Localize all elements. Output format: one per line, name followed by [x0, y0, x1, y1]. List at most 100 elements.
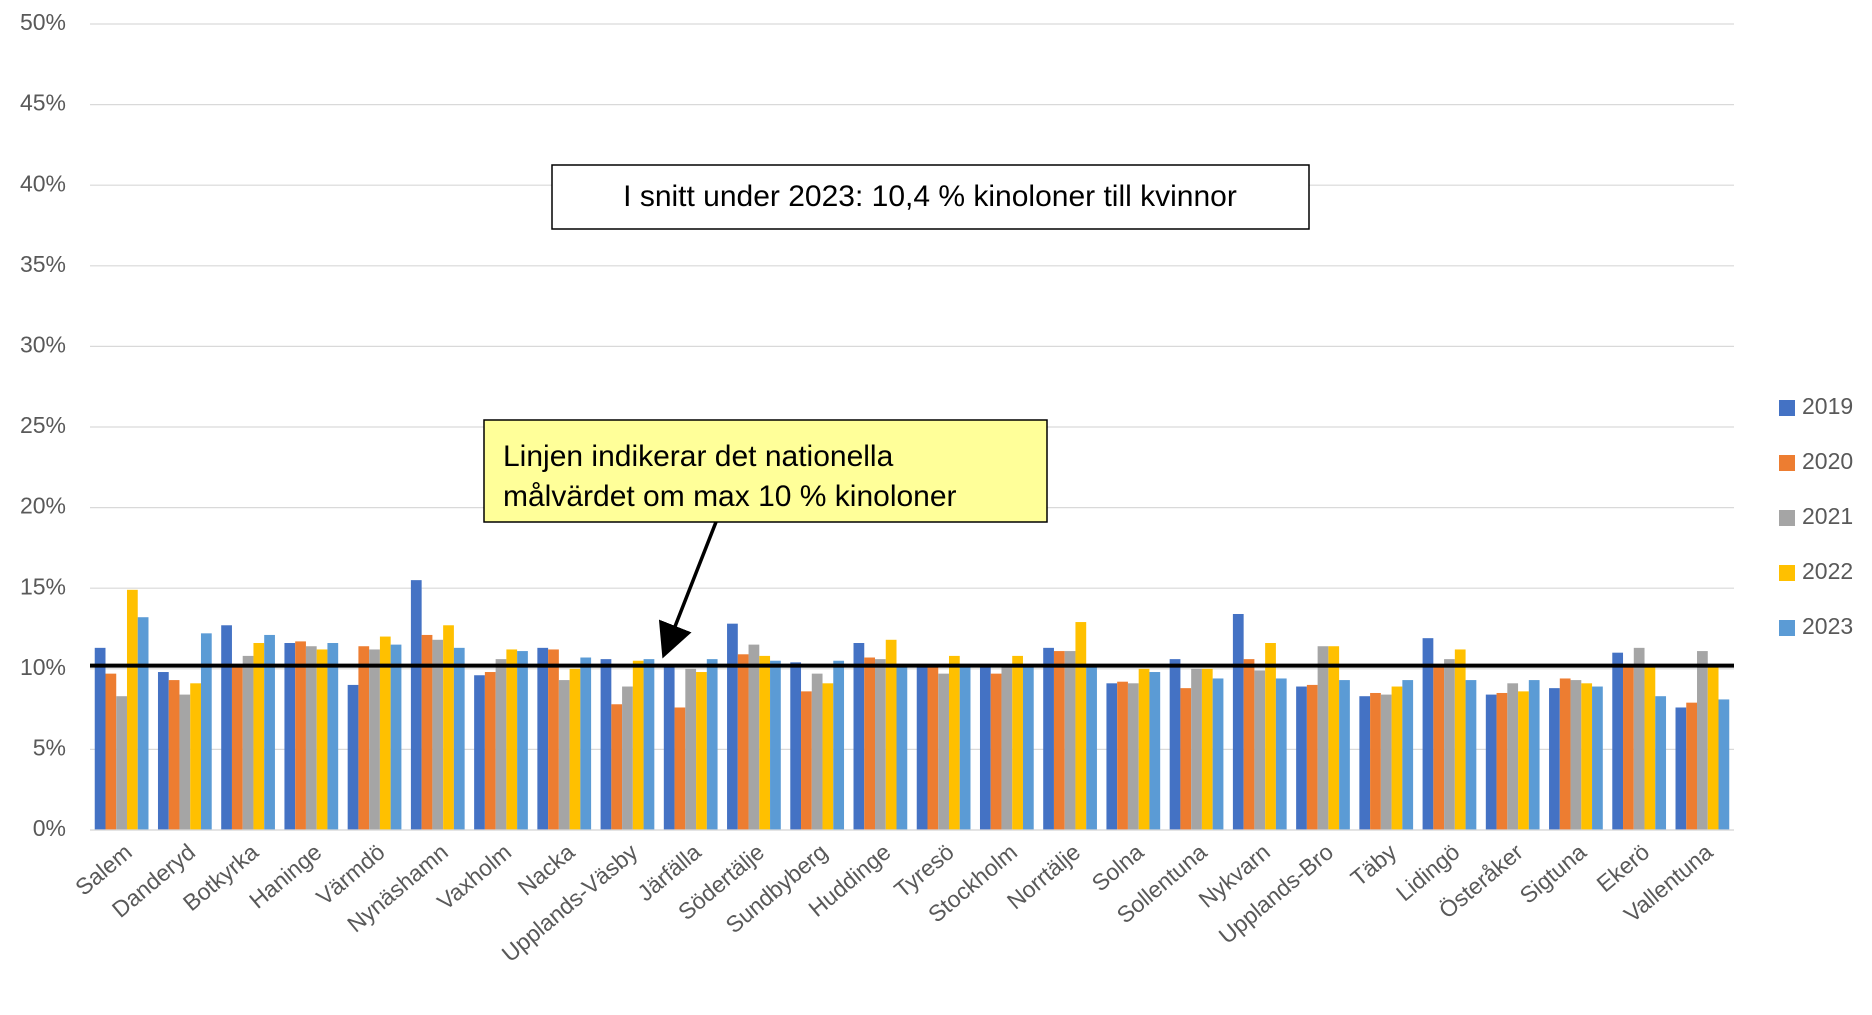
bar [622, 686, 633, 830]
y-tick-label: 5% [33, 734, 66, 760]
legend-label: 2023 [1802, 613, 1853, 639]
bar [727, 623, 738, 830]
bar [1075, 622, 1087, 830]
bar [1086, 665, 1097, 830]
bar [875, 659, 886, 830]
bar [1655, 696, 1667, 830]
bar [948, 655, 960, 830]
bar [94, 647, 106, 830]
bar [316, 649, 328, 830]
bar [443, 625, 454, 830]
bar [1022, 665, 1034, 830]
bar [168, 680, 180, 830]
bar [253, 643, 265, 830]
bar [410, 580, 422, 830]
bar [1243, 659, 1255, 830]
bar [1433, 665, 1445, 830]
bar [305, 646, 317, 830]
bar [1254, 670, 1266, 830]
bar [1370, 692, 1381, 830]
bar [1328, 646, 1340, 830]
bar [1507, 683, 1519, 830]
bar [558, 680, 570, 830]
y-tick-label: 40% [20, 170, 66, 196]
bar [1001, 667, 1013, 830]
bar [822, 683, 834, 830]
annotation-box [551, 164, 1310, 230]
bar [327, 643, 339, 830]
annotation-box [483, 419, 1048, 523]
bar [1485, 694, 1497, 830]
bar [580, 657, 592, 830]
bar [548, 649, 559, 830]
bar [1707, 665, 1719, 830]
y-tick-label: 35% [20, 251, 66, 277]
bar [1581, 683, 1593, 830]
bar [1127, 683, 1139, 830]
bar [1064, 651, 1076, 830]
bar [737, 654, 749, 830]
bar [748, 644, 760, 830]
x-tick-label: Sigtuna [1515, 838, 1592, 908]
bar [295, 641, 306, 830]
bar [1465, 680, 1477, 830]
bar [600, 659, 612, 830]
bar [347, 684, 359, 830]
bar [643, 659, 655, 830]
bar [1180, 688, 1192, 830]
bar [179, 694, 191, 830]
bar [1169, 659, 1181, 830]
bar [453, 647, 465, 830]
bar [1686, 702, 1698, 830]
bar [421, 634, 433, 830]
bar [390, 644, 402, 830]
bar [200, 633, 212, 830]
bar [116, 696, 127, 830]
bar [1275, 678, 1287, 830]
bar [1232, 613, 1244, 830]
y-tick-label: 20% [20, 493, 66, 519]
bar [632, 660, 644, 830]
bar [1549, 688, 1560, 830]
bar [369, 649, 380, 830]
legend-swatch [1779, 455, 1795, 471]
bar [1402, 680, 1414, 830]
bar [853, 643, 865, 830]
arrow [658, 521, 718, 659]
bar [537, 647, 549, 830]
bar [1201, 668, 1213, 830]
bar [927, 665, 939, 830]
bar [221, 625, 232, 830]
legend-label: 2020 [1802, 448, 1853, 474]
bar [1117, 681, 1128, 830]
bar [990, 673, 1002, 830]
legend-swatch [1779, 400, 1795, 416]
bar [284, 643, 296, 830]
bar [231, 663, 243, 830]
bar [358, 646, 370, 830]
bar [674, 707, 686, 830]
bar [1496, 692, 1508, 830]
annotation: Linjen indikerar det nationella [503, 440, 894, 473]
bar [938, 673, 949, 830]
bar [790, 662, 802, 830]
bar [833, 660, 845, 830]
annotation: målvärdet om max 10 % kinoloner [503, 480, 957, 513]
bar [663, 665, 675, 830]
bar [506, 649, 518, 830]
legend-label: 2022 [1802, 558, 1853, 584]
bar [759, 655, 771, 830]
bar [1265, 643, 1276, 830]
legend-swatch [1779, 565, 1795, 581]
bar [1306, 684, 1318, 830]
bar [190, 683, 201, 830]
y-tick-label: 0% [33, 815, 66, 841]
legend-swatch [1779, 620, 1795, 636]
bar [1380, 694, 1392, 830]
bar [157, 672, 169, 830]
legend-swatch [1779, 510, 1795, 526]
bar [1644, 665, 1656, 830]
bar [126, 589, 138, 830]
bar [896, 663, 908, 830]
bar [1518, 691, 1529, 830]
